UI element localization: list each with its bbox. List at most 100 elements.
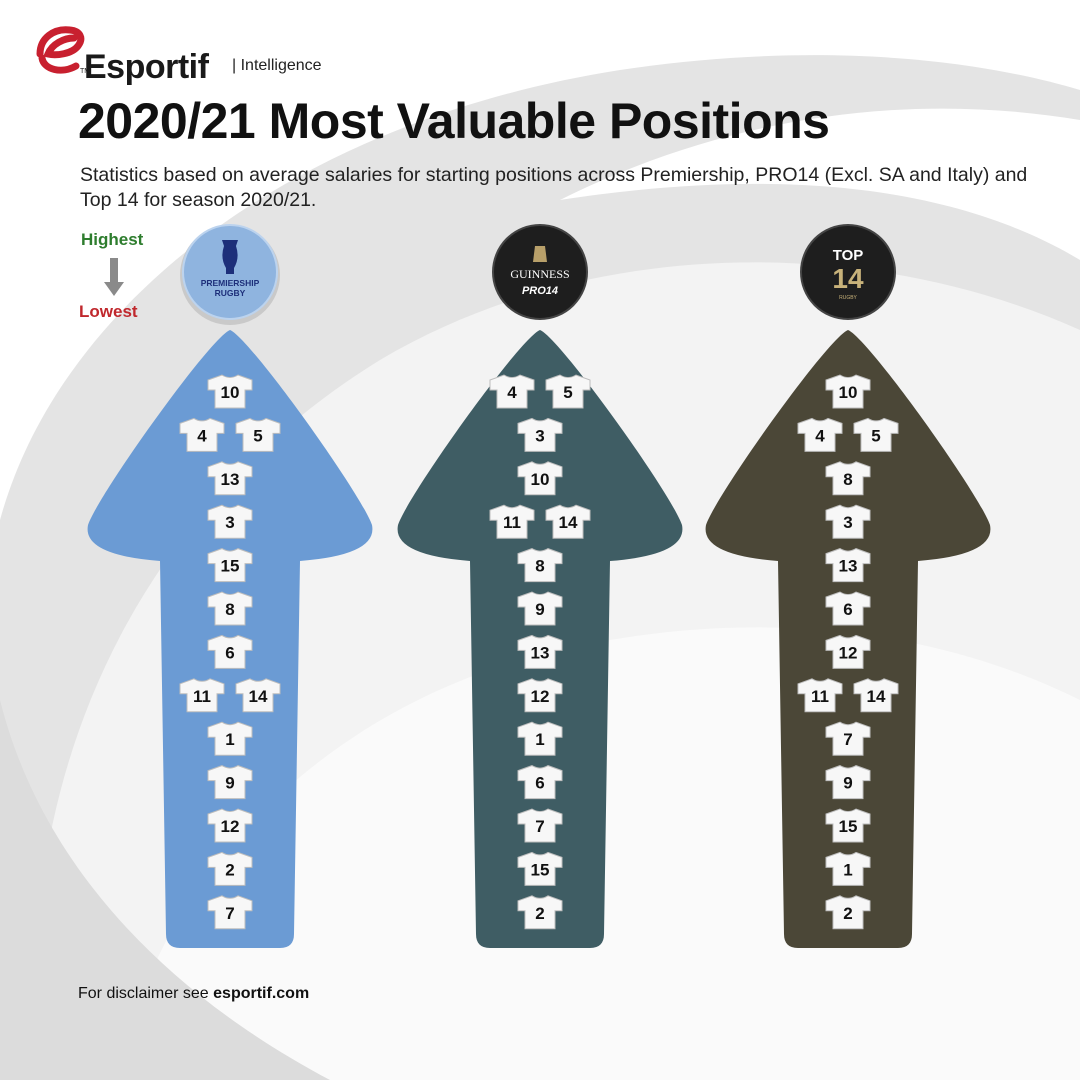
page-subtitle: Statistics based on average salaries for… xyxy=(80,164,1028,211)
jersey-icon xyxy=(825,765,871,800)
position-number: 13 xyxy=(839,557,858,576)
position-number: 10 xyxy=(531,470,550,489)
jersey-icon xyxy=(207,504,253,539)
jersey: 7 xyxy=(517,808,563,843)
jersey-icon xyxy=(207,895,253,930)
position-number: 7 xyxy=(535,817,544,836)
jersey-icon xyxy=(517,461,563,496)
page-title: 2020/21 Most Valuable Positions xyxy=(78,93,830,149)
jersey: 2 xyxy=(207,851,253,886)
position-number: 15 xyxy=(839,817,858,836)
jersey: 4 xyxy=(179,417,225,452)
position-number: 8 xyxy=(225,600,234,619)
jersey-icon xyxy=(517,591,563,626)
jersey-icon xyxy=(207,808,253,843)
jersey: 8 xyxy=(517,548,563,583)
trophy-icon xyxy=(222,240,238,274)
position-number: 14 xyxy=(867,687,886,706)
jersey-icon xyxy=(545,504,591,539)
jersey-icon xyxy=(825,548,871,583)
position-number: 14 xyxy=(249,687,268,706)
jersey-icon xyxy=(825,591,871,626)
trademark: TM xyxy=(80,68,91,75)
league-column: GUINNESS PRO14 4 5 3 10 11 14 8 9 13 12 1 6 7 15 2 xyxy=(397,224,683,948)
jersey-icon xyxy=(825,721,871,756)
jersey: 10 xyxy=(825,374,871,409)
position-number: 1 xyxy=(225,730,234,749)
jersey: 6 xyxy=(207,634,253,669)
position-number: 11 xyxy=(811,687,829,706)
jersey-icon xyxy=(207,851,253,886)
jersey: 8 xyxy=(207,591,253,626)
position-number: 15 xyxy=(531,860,550,879)
jersey-icon xyxy=(517,808,563,843)
jersey-icon xyxy=(517,765,563,800)
jersey-icon xyxy=(207,461,253,496)
jersey: 4 xyxy=(797,417,843,452)
position-number: 3 xyxy=(843,513,852,532)
jersey-icon xyxy=(517,417,563,452)
jersey: 1 xyxy=(517,721,563,756)
jersey-icon xyxy=(207,374,253,409)
footer-link[interactable]: esportif.com xyxy=(213,985,310,1002)
jersey: 10 xyxy=(207,374,253,409)
jersey-icon xyxy=(517,721,563,756)
position-number: 15 xyxy=(221,557,240,576)
position-number: 10 xyxy=(839,383,858,402)
down-arrow-icon xyxy=(104,258,124,296)
brand-name: Esportif xyxy=(84,48,209,86)
jersey: 5 xyxy=(853,417,899,452)
position-number: 12 xyxy=(221,817,240,836)
jersey: 1 xyxy=(825,851,871,886)
jersey: 13 xyxy=(207,461,253,496)
jersey-icon xyxy=(179,678,225,713)
badge-label: PRO14 xyxy=(522,285,558,297)
jersey: 1 xyxy=(207,721,253,756)
jersey-icon xyxy=(825,374,871,409)
jersey: 5 xyxy=(545,374,591,409)
position-number: 8 xyxy=(535,557,544,576)
position-number: 2 xyxy=(225,860,234,879)
position-number: 12 xyxy=(839,643,858,662)
jersey-icon xyxy=(825,461,871,496)
footer-text: For disclaimer see xyxy=(78,985,214,1002)
jersey: 9 xyxy=(207,765,253,800)
jersey-icon xyxy=(825,851,871,886)
jersey: 6 xyxy=(517,765,563,800)
badge-label: RUGBY xyxy=(839,295,857,301)
legend-lowest: Lowest xyxy=(79,302,138,321)
jersey-icon xyxy=(797,678,843,713)
jersey-icon xyxy=(207,721,253,756)
jersey: 6 xyxy=(825,591,871,626)
jersey-icon xyxy=(207,548,253,583)
position-number: 13 xyxy=(221,470,240,489)
position-number: 10 xyxy=(221,383,240,402)
jersey-icon xyxy=(517,634,563,669)
position-number: 7 xyxy=(225,904,234,923)
jersey-icon xyxy=(207,634,253,669)
esportif-logo: TM Esportif | Intelligence xyxy=(34,24,354,84)
position-number: 3 xyxy=(535,426,544,445)
jersey-icon xyxy=(489,374,535,409)
position-number: 6 xyxy=(535,774,544,793)
position-number: 7 xyxy=(843,730,852,749)
jersey: 13 xyxy=(825,548,871,583)
jersey: 12 xyxy=(517,678,563,713)
jersey: 9 xyxy=(825,765,871,800)
position-number: 6 xyxy=(225,643,234,662)
badge-label: TOP xyxy=(833,247,864,264)
position-number: 12 xyxy=(531,687,550,706)
jersey: 3 xyxy=(825,504,871,539)
position-number: 13 xyxy=(531,643,550,662)
jersey-icon xyxy=(489,504,535,539)
jersey-icon xyxy=(207,765,253,800)
jersey: 3 xyxy=(517,417,563,452)
jersey: 12 xyxy=(207,808,253,843)
jersey: 12 xyxy=(825,634,871,669)
jersey-icon xyxy=(235,678,281,713)
jersey-icon xyxy=(797,417,843,452)
position-number: 4 xyxy=(197,426,207,445)
position-number: 11 xyxy=(503,513,521,532)
